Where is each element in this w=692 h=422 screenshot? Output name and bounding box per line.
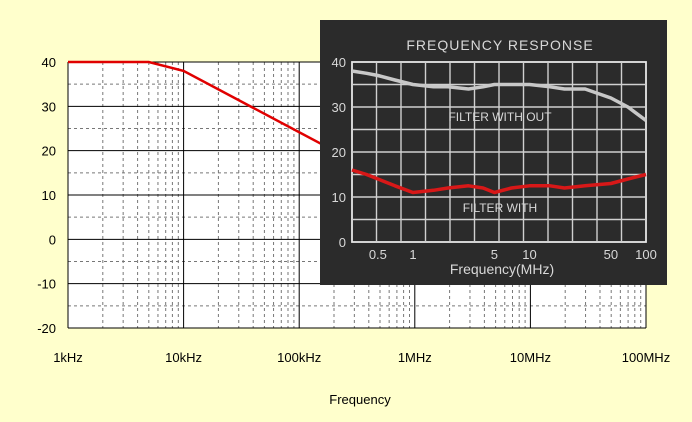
x-tick-label: 10MHz	[510, 350, 551, 365]
series-layer	[68, 60, 335, 152]
y-tick-label: 40	[42, 55, 56, 70]
inset-series-line	[351, 69, 648, 122]
inset-series-layer	[351, 69, 648, 195]
y-tick-label: -10	[37, 277, 56, 292]
x-tick-label: 100MHz	[622, 350, 670, 365]
x-tick-label: 10kHz	[165, 350, 202, 365]
inset-series-line	[351, 168, 647, 195]
inset-x-tick-label: 0.5	[369, 247, 387, 262]
inset-x-axis-label: Frequency(MHz)	[450, 261, 554, 277]
x-axis-label: Frequency	[329, 392, 391, 407]
inset-y-tick-label: 10	[332, 190, 346, 205]
inset-y-tick-label: 0	[339, 235, 346, 250]
y-tick-label: -20	[37, 321, 56, 336]
y-tick-label: 30	[42, 99, 56, 114]
x-tick-label: 100kHz	[277, 350, 321, 365]
series-line	[68, 60, 335, 152]
x-tick-label: 1kHz	[53, 350, 83, 365]
y-tick-label: 20	[42, 144, 56, 159]
y-tick-label: 10	[42, 188, 56, 203]
inset-x-tick-label: 1	[409, 247, 416, 262]
inset-x-tick-label: 5	[491, 247, 498, 262]
x-tick-label: 1MHz	[398, 350, 432, 365]
inset-y-tick-label: 30	[332, 100, 346, 115]
inset-title: FREQUENCY RESPONSE	[406, 37, 593, 53]
inset-x-tick-label: 50	[604, 247, 618, 262]
inset-y-tick-label: 40	[332, 55, 346, 70]
inset-x-tick-label: 10	[522, 247, 536, 262]
inset-x-tick-label: 100	[635, 247, 657, 262]
inset-y-tick-label: 20	[332, 145, 346, 160]
inset-series-label-filter-with-out: FILTER WITH OUT	[448, 110, 552, 124]
y-tick-label: 0	[49, 232, 56, 247]
inset-series-label-filter-with: FILTER WITH	[463, 201, 537, 215]
